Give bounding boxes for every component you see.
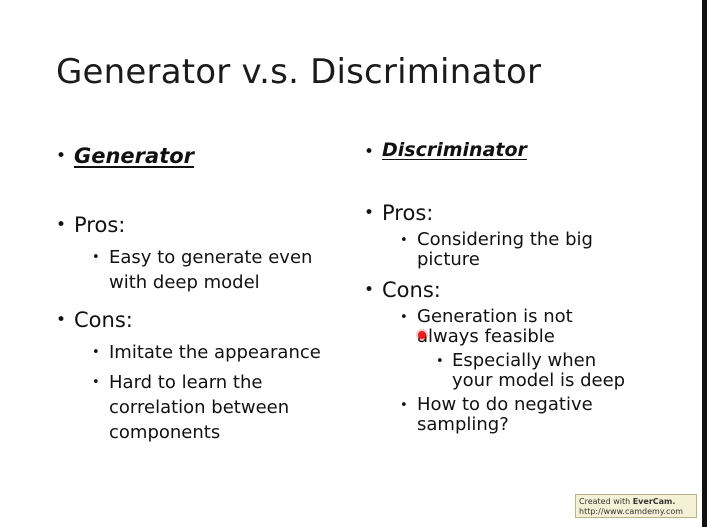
bullet-dot: • [436, 354, 444, 369]
bullet-dot: • [400, 398, 408, 413]
bullet-dot: • [92, 345, 100, 360]
generator-pro-line: Easy to generate even [109, 247, 313, 268]
discriminator-con-line: Generation is not [417, 306, 573, 327]
discriminator-heading: Discriminator [382, 139, 527, 161]
evercam-watermark: Created with EverCam. http://www.camdemy… [575, 494, 697, 518]
discriminator-cons-label: Cons: [382, 278, 441, 302]
laser-pointer-dot [418, 331, 426, 339]
bullet-dot: • [400, 310, 408, 325]
generator-pros-label: Pros: [74, 213, 126, 237]
bullet-dot: • [92, 250, 100, 265]
bullet-dot: • [400, 233, 408, 248]
window-edge [702, 0, 707, 527]
slide-title: Generator v.s. Discriminator [56, 52, 542, 92]
watermark-prefix: Created with [579, 497, 633, 506]
bullet-dot: • [56, 146, 67, 166]
discriminator-pro-line: Considering the big [417, 229, 593, 250]
bullet-dot: • [364, 280, 375, 300]
discriminator-con-line: always feasible [417, 326, 555, 347]
generator-con-line: Imitate the appearance [109, 342, 321, 363]
discriminator-con-line: sampling? [417, 414, 509, 435]
discriminator-pro-line: picture [417, 249, 480, 270]
watermark-url: http://www.camdemy.com [579, 507, 684, 516]
discriminator-subcon-line: Especially when [452, 350, 597, 371]
bullet-dot: • [92, 375, 100, 390]
discriminator-pros-label: Pros: [382, 201, 434, 225]
generator-cons-label: Cons: [74, 308, 133, 332]
discriminator-con-line: How to do negative [417, 394, 593, 415]
discriminator-subcon-line: your model is deep [452, 370, 626, 391]
bullet-dot: • [364, 203, 375, 223]
generator-con-line: components [109, 422, 221, 443]
bullet-dot: • [364, 142, 375, 162]
generator-heading: Generator [74, 144, 195, 168]
generator-con-line: Hard to learn the [109, 372, 263, 393]
generator-con-line: correlation between [109, 397, 290, 418]
bullet-dot: • [56, 215, 67, 235]
watermark-brand: EverCam. [632, 497, 676, 506]
bullet-dot: • [56, 310, 67, 330]
generator-pro-line: with deep model [109, 272, 260, 293]
